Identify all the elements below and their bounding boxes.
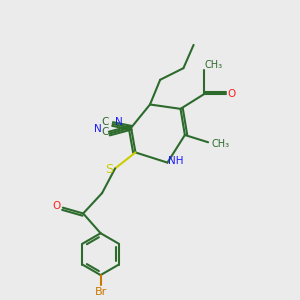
Text: CH₃: CH₃ bbox=[205, 60, 223, 70]
Text: C: C bbox=[102, 117, 109, 127]
Text: O: O bbox=[227, 89, 236, 99]
Text: CH₃: CH₃ bbox=[211, 139, 230, 149]
Text: NH: NH bbox=[168, 156, 183, 166]
Text: O: O bbox=[52, 201, 61, 211]
Text: Br: Br bbox=[94, 287, 107, 297]
Text: S: S bbox=[105, 164, 113, 176]
Text: N: N bbox=[115, 117, 123, 127]
Text: N: N bbox=[94, 124, 102, 134]
Text: C: C bbox=[101, 127, 109, 137]
